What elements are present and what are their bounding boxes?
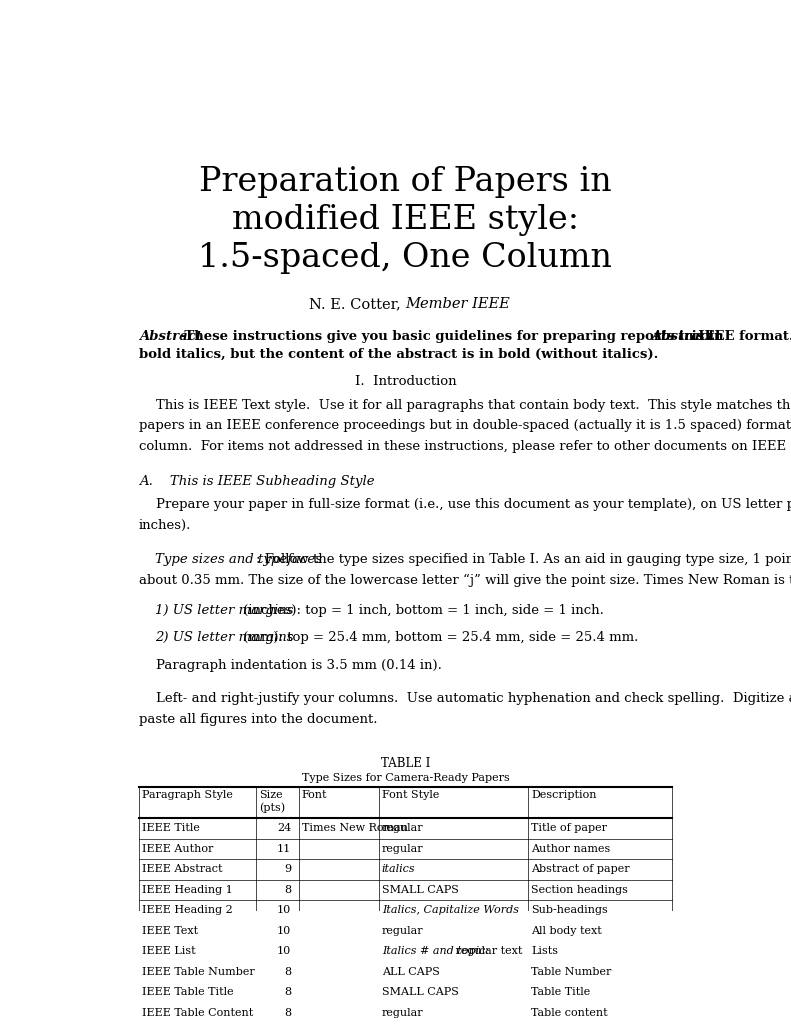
Text: Preparation of Papers in: Preparation of Papers in bbox=[199, 166, 611, 199]
Text: paste all figures into the document.: paste all figures into the document. bbox=[138, 713, 377, 726]
Text: bold italics, but the content of the abstract is in bold (without italics).: bold italics, but the content of the abs… bbox=[138, 347, 658, 360]
Text: Title of paper: Title of paper bbox=[531, 823, 607, 834]
Text: Paragraph Style: Paragraph Style bbox=[142, 790, 233, 800]
Text: Left- and right-justify your columns.  Use automatic hyphenation and check spell: Left- and right-justify your columns. Us… bbox=[138, 692, 791, 706]
Text: Prepare your paper in full-size format (i.e., use this document as your template: Prepare your paper in full-size format (… bbox=[138, 499, 791, 511]
Text: IEEE Table Number: IEEE Table Number bbox=[142, 967, 255, 977]
Text: about 0.35 mm. The size of the lowercase letter “j” will give the point size. Ti: about 0.35 mm. The size of the lowercase… bbox=[138, 573, 791, 587]
Text: 2) US letter margins: 2) US letter margins bbox=[155, 631, 293, 644]
Text: Type Sizes for Camera-Ready Papers: Type Sizes for Camera-Ready Papers bbox=[301, 772, 509, 782]
Text: Table Number: Table Number bbox=[531, 967, 611, 977]
Text: 9: 9 bbox=[284, 864, 291, 874]
Text: Size: Size bbox=[259, 790, 282, 800]
Text: 8: 8 bbox=[284, 967, 291, 977]
Text: 8: 8 bbox=[284, 1008, 291, 1018]
Text: A.    This is IEEE Subheading Style: A. This is IEEE Subheading Style bbox=[138, 474, 374, 487]
Text: 10: 10 bbox=[277, 946, 291, 956]
Text: All body text: All body text bbox=[531, 926, 602, 936]
Text: IEEE Table Content: IEEE Table Content bbox=[142, 1008, 253, 1018]
Text: Author names: Author names bbox=[531, 844, 611, 854]
Text: IEEE Heading 2: IEEE Heading 2 bbox=[142, 905, 233, 915]
Text: TABLE I: TABLE I bbox=[380, 757, 430, 770]
Text: Abstract: Abstract bbox=[651, 331, 714, 343]
Text: Abstract of paper: Abstract of paper bbox=[531, 864, 630, 874]
Text: IEEE Heading 1: IEEE Heading 1 bbox=[142, 885, 233, 895]
Text: 1) US letter margins: 1) US letter margins bbox=[155, 604, 293, 616]
Text: 1.5-spaced, One Column: 1.5-spaced, One Column bbox=[199, 242, 612, 274]
Text: This is IEEE Text style.  Use it for all paragraphs that contain body text.  Thi: This is IEEE Text style. Use it for all … bbox=[138, 399, 791, 412]
Text: Type sizes and typefaces: Type sizes and typefaces bbox=[155, 553, 322, 566]
Text: Table content: Table content bbox=[531, 1008, 607, 1018]
Text: is in: is in bbox=[687, 331, 724, 343]
Text: papers in an IEEE conference proceedings but in double-spaced (actually it is 1.: papers in an IEEE conference proceedings… bbox=[138, 420, 791, 432]
Text: Italics # and topic:: Italics # and topic: bbox=[382, 946, 489, 956]
Text: Abstract: Abstract bbox=[138, 331, 202, 343]
Text: (inches): top = 1 inch, bottom = 1 inch, side = 1 inch.: (inches): top = 1 inch, bottom = 1 inch,… bbox=[239, 604, 604, 616]
Text: IEEE Text: IEEE Text bbox=[142, 926, 198, 936]
Text: inches).: inches). bbox=[138, 519, 191, 531]
Text: Times New Roman: Times New Roman bbox=[302, 823, 408, 834]
Text: ALL CAPS: ALL CAPS bbox=[382, 967, 440, 977]
Text: regular: regular bbox=[382, 844, 423, 854]
Text: (mm): top = 25.4 mm, bottom = 25.4 mm, side = 25.4 mm.: (mm): top = 25.4 mm, bottom = 25.4 mm, s… bbox=[239, 631, 638, 644]
Text: 11: 11 bbox=[277, 844, 291, 854]
Text: 8: 8 bbox=[284, 885, 291, 895]
Text: 10: 10 bbox=[277, 905, 291, 915]
Text: IEEE Author: IEEE Author bbox=[142, 844, 213, 854]
Text: 8: 8 bbox=[284, 987, 291, 997]
Text: Section headings: Section headings bbox=[531, 885, 628, 895]
Text: SMALL CAPS: SMALL CAPS bbox=[382, 885, 459, 895]
Text: regular: regular bbox=[382, 823, 423, 834]
Text: italics: italics bbox=[382, 864, 415, 874]
Text: I.  Introduction: I. Introduction bbox=[354, 375, 456, 388]
Text: N. E. Cotter,: N. E. Cotter, bbox=[309, 297, 406, 311]
Text: Lists: Lists bbox=[531, 946, 558, 956]
Text: -These instructions give you basic guidelines for preparing reports in IEEE form: -These instructions give you basic guide… bbox=[181, 331, 791, 343]
Text: Description: Description bbox=[531, 790, 596, 800]
Text: regular: regular bbox=[382, 926, 423, 936]
Text: Table Title: Table Title bbox=[531, 987, 590, 997]
Text: Font Style: Font Style bbox=[382, 790, 439, 800]
Text: SMALL CAPS: SMALL CAPS bbox=[382, 987, 459, 997]
Text: 10: 10 bbox=[277, 926, 291, 936]
Text: modified IEEE style:: modified IEEE style: bbox=[232, 204, 579, 237]
Text: Member IEEE: Member IEEE bbox=[406, 297, 510, 311]
Text: (pts): (pts) bbox=[259, 803, 286, 813]
Text: IEEE Title: IEEE Title bbox=[142, 823, 199, 834]
Text: Paragraph indentation is 3.5 mm (0.14 in).: Paragraph indentation is 3.5 mm (0.14 in… bbox=[138, 659, 441, 672]
Text: Sub-headings: Sub-headings bbox=[531, 905, 607, 915]
Text: regular: regular bbox=[382, 1008, 423, 1018]
Text: IEEE List: IEEE List bbox=[142, 946, 195, 956]
Text: : Follow the type sizes specified in Table I. As an aid in gauging type size, 1 : : Follow the type sizes specified in Tab… bbox=[255, 553, 791, 566]
Text: Italics, Capitalize Words: Italics, Capitalize Words bbox=[382, 905, 519, 915]
Text: IEEE Table Title: IEEE Table Title bbox=[142, 987, 233, 997]
Text: Font: Font bbox=[302, 790, 327, 800]
Text: IEEE Abstract: IEEE Abstract bbox=[142, 864, 222, 874]
Text: column.  For items not addressed in these instructions, please refer to other do: column. For items not addressed in these… bbox=[138, 440, 791, 453]
Text: 24: 24 bbox=[277, 823, 291, 834]
Text: regular text: regular text bbox=[452, 946, 523, 956]
